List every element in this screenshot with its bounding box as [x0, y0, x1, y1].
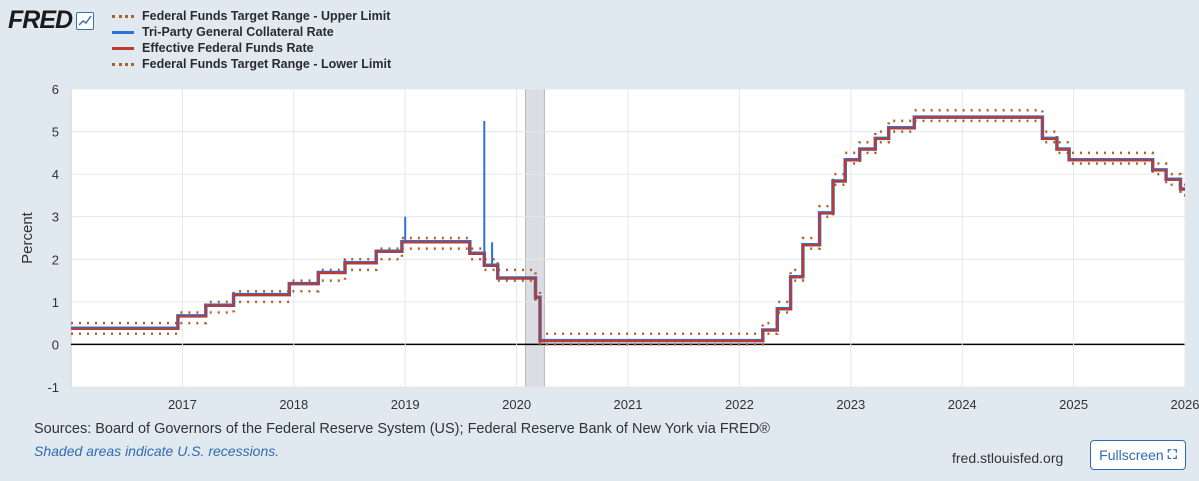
legend-item-upper-limit: Federal Funds Target Range - Upper Limit — [112, 8, 391, 24]
y-axis-label: Percent — [19, 211, 36, 264]
legend-label-tgcr: Tri-Party General Collateral Rate — [142, 25, 334, 39]
legend-swatch-upper — [112, 14, 134, 18]
legend-label-lower: Federal Funds Target Range - Lower Limit — [142, 57, 392, 71]
y-tick-label-3: 3 — [52, 210, 59, 225]
y-tick-label-5: 5 — [52, 125, 59, 140]
series-lower-limit — [71, 119, 1185, 346]
series-upper-limit — [71, 109, 1185, 336]
x-tick-label-2023: 2023 — [836, 397, 865, 412]
chart-trend-icon — [76, 11, 95, 30]
legend-label-effr: Effective Federal Funds Rate — [142, 41, 314, 55]
y-tick-label-2: 2 — [52, 252, 59, 267]
legend-item-tgcr: Tri-Party General Collateral Rate — [112, 24, 391, 40]
x-tick-label-2017: 2017 — [168, 397, 197, 412]
x-tick-label-2020: 2020 — [502, 397, 531, 412]
fullscreen-button[interactable]: Fullscreen ⛶ — [1090, 440, 1186, 470]
fullscreen-label: Fullscreen — [1099, 447, 1164, 463]
fred-logo[interactable]: FRED — [8, 6, 95, 35]
x-tick-label-2025: 2025 — [1059, 397, 1088, 412]
y-tick-label-1: 1 — [52, 295, 59, 310]
x-tick-label-2018: 2018 — [279, 397, 308, 412]
x-tick-label-2021: 2021 — [614, 397, 643, 412]
x-tick-label-2026: 2026 — [1171, 397, 1199, 412]
x-tick-label-2022: 2022 — [725, 397, 754, 412]
legend-item-effr: Effective Federal Funds Rate — [112, 40, 391, 56]
legend-swatch-lower — [112, 62, 134, 66]
legend-swatch-effr — [112, 46, 134, 50]
y-tick-label-6: 6 — [52, 82, 59, 97]
y-tick-label-0: 0 — [52, 337, 59, 352]
sources-text: Sources: Board of Governors of the Feder… — [34, 421, 770, 437]
site-url[interactable]: fred.stlouisfed.org — [952, 450, 1064, 466]
x-tick-label-2019: 2019 — [391, 397, 420, 412]
fullscreen-icon: ⛶ — [1167, 447, 1177, 462]
chart-legend: Federal Funds Target Range - Upper Limit… — [112, 8, 391, 72]
fred-logo-text: FRED — [8, 6, 73, 34]
legend-swatch-tgcr — [112, 30, 134, 34]
x-tick-label-2024: 2024 — [948, 397, 977, 412]
series-effr — [71, 116, 1185, 343]
y-tick-label-4: 4 — [52, 167, 59, 182]
y-tick-label--1: -1 — [47, 380, 59, 395]
legend-item-lower-limit: Federal Funds Target Range - Lower Limit — [112, 56, 391, 72]
recession-note: Shaded areas indicate U.S. recessions. — [34, 443, 280, 459]
legend-label-upper: Federal Funds Target Range - Upper Limit — [142, 9, 391, 23]
